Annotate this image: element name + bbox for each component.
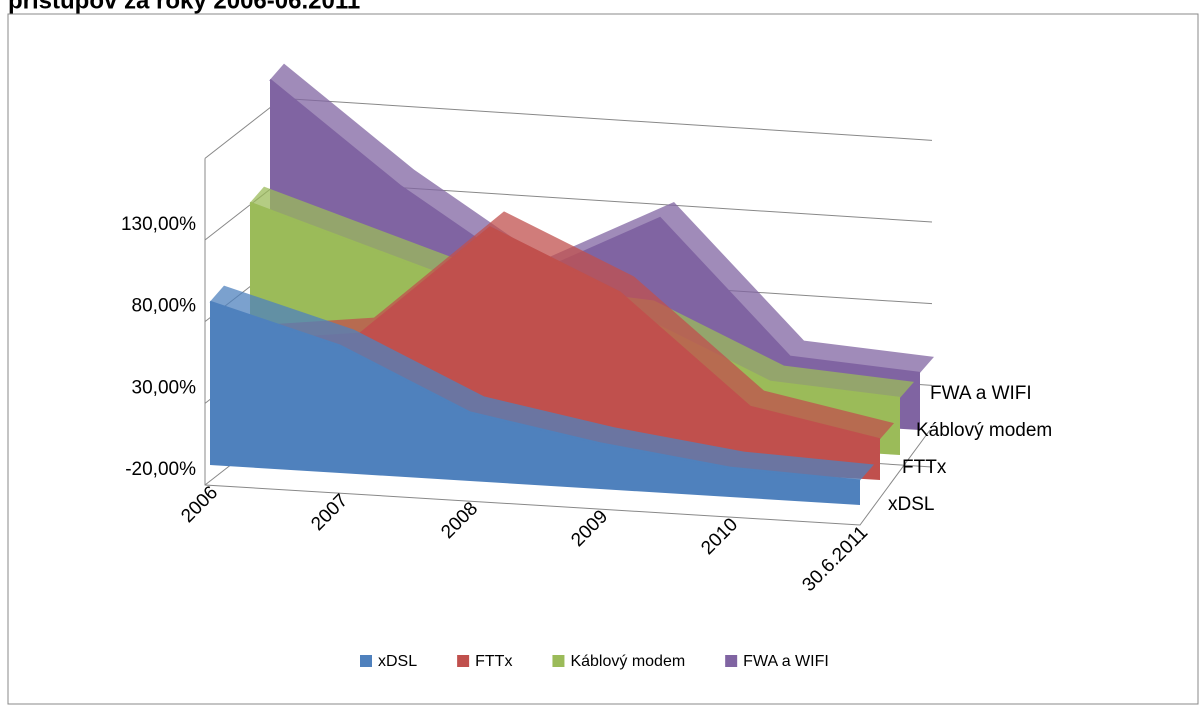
area-line: [209, 300, 861, 482]
series-depth-label: Káblový modem: [916, 420, 1052, 441]
legend-swatch: [552, 655, 565, 667]
legend-label: FTTx: [475, 653, 512, 670]
y-tick-label: 80,00%: [132, 296, 197, 317]
series-depth-label: FWA a WIFI: [930, 383, 1032, 404]
legend-label: FWA a WIFI: [743, 653, 829, 670]
series-depth-label: xDSL: [888, 494, 934, 515]
legend-swatch: [457, 655, 470, 667]
y-tick-label: 30,00%: [132, 377, 197, 398]
series-depth-label: FTTx: [902, 457, 947, 478]
axis-line: [204, 158, 931, 526]
area-line: [269, 78, 921, 374]
legend-label: Káblový modem: [570, 653, 685, 670]
chart-title: prístupov za roky 2006-06.2011: [8, 0, 360, 14]
legend-swatch: [725, 655, 738, 667]
legend-label: xDSL: [378, 653, 417, 670]
area-ribbon: [230, 211, 894, 440]
area-ribbon: [210, 285, 874, 481]
y-tick-label: -20,00%: [125, 459, 196, 480]
area-fill: [210, 301, 860, 505]
y-tick-label: 130,00%: [121, 214, 196, 235]
legend-swatch: [360, 655, 372, 667]
